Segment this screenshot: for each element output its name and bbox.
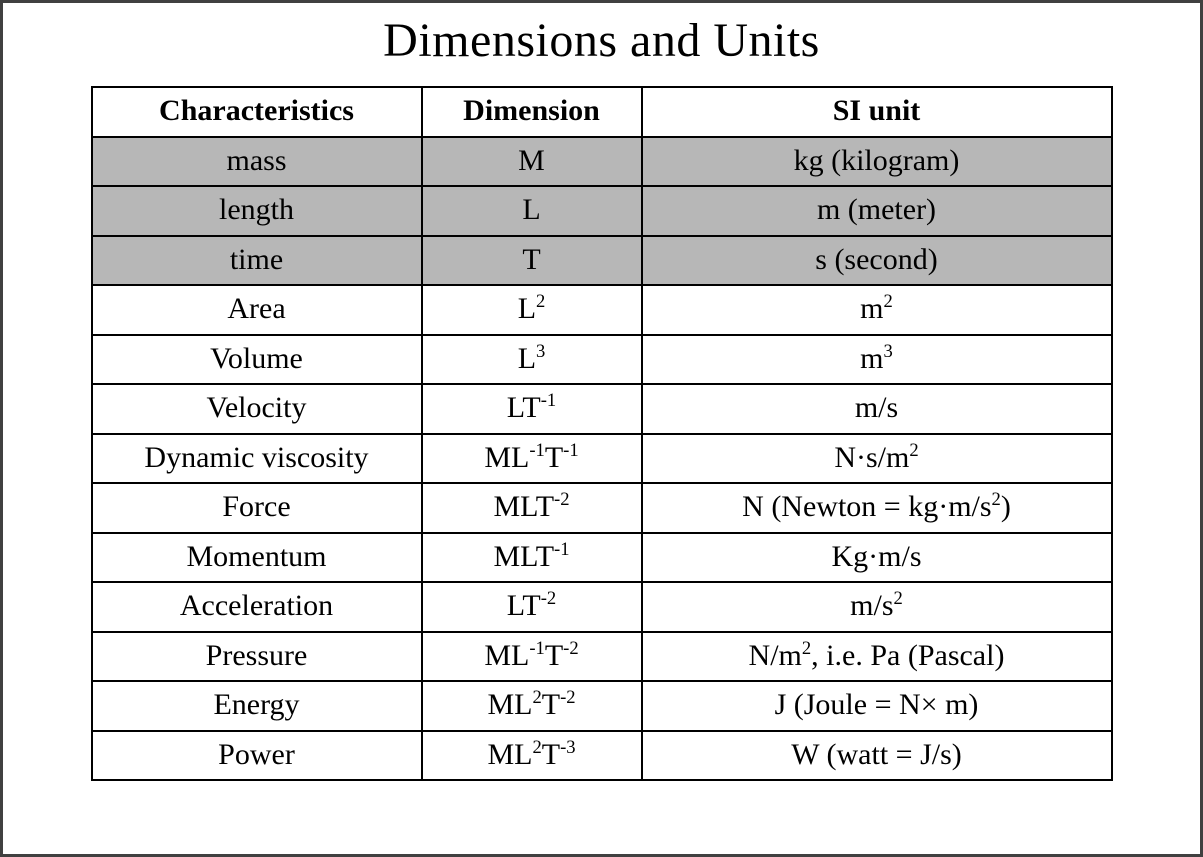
cell-si-unit: m (meter): [642, 186, 1112, 236]
table-row: massMkg (kilogram): [92, 137, 1112, 187]
col-header-si-unit: SI unit: [642, 87, 1112, 137]
table-row: lengthLm (meter): [92, 186, 1112, 236]
cell-si-unit: N (Newton = kg·m/s2): [642, 483, 1112, 533]
table-row: AccelerationLT-2m/s2: [92, 582, 1112, 632]
table-row: timeTs (second): [92, 236, 1112, 286]
cell-si-unit: N/m2, i.e. Pa (Pascal): [642, 632, 1112, 682]
cell-dimension: L: [422, 186, 642, 236]
table-row: EnergyML2T-2J (Joule = N× m): [92, 681, 1112, 731]
cell-dimension: MLT-1: [422, 533, 642, 583]
cell-characteristic: length: [92, 186, 422, 236]
table-row: PressureML-1T-2N/m2, i.e. Pa (Pascal): [92, 632, 1112, 682]
cell-characteristic: Acceleration: [92, 582, 422, 632]
cell-characteristic: Energy: [92, 681, 422, 731]
table-row: ForceMLT-2N (Newton = kg·m/s2): [92, 483, 1112, 533]
cell-characteristic: Velocity: [92, 384, 422, 434]
cell-characteristic: Momentum: [92, 533, 422, 583]
table-row: PowerML2T-3W (watt = J/s): [92, 731, 1112, 781]
cell-si-unit: N·s/m2: [642, 434, 1112, 484]
cell-characteristic: Area: [92, 285, 422, 335]
cell-dimension: M: [422, 137, 642, 187]
cell-characteristic: time: [92, 236, 422, 286]
cell-dimension: LT-1: [422, 384, 642, 434]
cell-dimension: L2: [422, 285, 642, 335]
table-row: VolumeL3m3: [92, 335, 1112, 385]
cell-si-unit: W (watt = J/s): [642, 731, 1112, 781]
cell-dimension: L3: [422, 335, 642, 385]
cell-si-unit: m3: [642, 335, 1112, 385]
cell-characteristic: Dynamic viscosity: [92, 434, 422, 484]
table-row: Dynamic viscosityML-1T-1N·s/m2: [92, 434, 1112, 484]
cell-si-unit: m2: [642, 285, 1112, 335]
cell-si-unit: Kg·m/s: [642, 533, 1112, 583]
cell-characteristic: Volume: [92, 335, 422, 385]
table-body: massMkg (kilogram)lengthLm (meter)timeTs…: [92, 137, 1112, 781]
cell-si-unit: J (Joule = N× m): [642, 681, 1112, 731]
table-row: AreaL2m2: [92, 285, 1112, 335]
cell-dimension: LT-2: [422, 582, 642, 632]
cell-dimension: T: [422, 236, 642, 286]
table-row: MomentumMLT-1Kg·m/s: [92, 533, 1112, 583]
cell-characteristic: Power: [92, 731, 422, 781]
cell-characteristic: mass: [92, 137, 422, 187]
dimensions-table: Characteristics Dimension SI unit massMk…: [91, 86, 1113, 781]
cell-dimension: MLT-2: [422, 483, 642, 533]
col-header-characteristics: Characteristics: [92, 87, 422, 137]
page-frame: Dimensions and Units Characteristics Dim…: [0, 0, 1203, 857]
cell-characteristic: Force: [92, 483, 422, 533]
cell-characteristic: Pressure: [92, 632, 422, 682]
table-row: VelocityLT-1m/s: [92, 384, 1112, 434]
cell-si-unit: m/s: [642, 384, 1112, 434]
cell-dimension: ML2T-2: [422, 681, 642, 731]
cell-si-unit: kg (kilogram): [642, 137, 1112, 187]
cell-dimension: ML-1T-1: [422, 434, 642, 484]
page-title: Dimensions and Units: [3, 13, 1200, 68]
col-header-dimension: Dimension: [422, 87, 642, 137]
cell-dimension: ML-1T-2: [422, 632, 642, 682]
table-header-row: Characteristics Dimension SI unit: [92, 87, 1112, 137]
cell-si-unit: s (second): [642, 236, 1112, 286]
cell-si-unit: m/s2: [642, 582, 1112, 632]
cell-dimension: ML2T-3: [422, 731, 642, 781]
